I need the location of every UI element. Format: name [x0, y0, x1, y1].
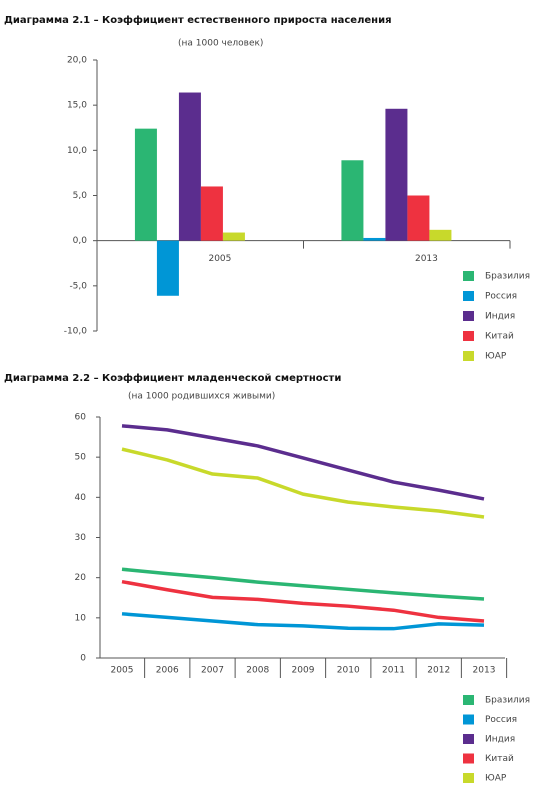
legend-label: ЮАР — [485, 352, 507, 362]
legend-label: Бразилия — [485, 696, 530, 706]
x-tick-label: 2011 — [382, 666, 405, 676]
y-tick-label: 30 — [75, 533, 87, 543]
bar — [222, 232, 245, 241]
legend-label: Индия — [485, 735, 515, 745]
x-tick-label: 2005 — [111, 666, 134, 676]
legend-label: Россия — [485, 292, 517, 302]
legend-swatch — [463, 773, 474, 783]
y-tick-label: 0 — [80, 654, 86, 664]
x-tick-label: 2009 — [292, 666, 315, 676]
bar — [178, 92, 201, 241]
legend-label: ЮАР — [485, 774, 507, 784]
bar — [429, 229, 452, 241]
bar — [363, 237, 386, 241]
bar — [341, 160, 364, 241]
line — [121, 424, 485, 501]
y-tick-label: 40 — [75, 493, 87, 503]
chart-title: Диаграмма 2.1 – Коэффициент естественног… — [4, 14, 392, 26]
x-tick-label: 2010 — [337, 666, 360, 676]
legend-swatch — [463, 331, 474, 341]
y-tick-label: 10 — [75, 613, 87, 623]
x-tick-label: 2006 — [156, 666, 179, 676]
bar — [385, 108, 408, 241]
legend-swatch — [463, 695, 474, 705]
line — [121, 567, 485, 601]
line — [121, 612, 485, 631]
legend-label: Индия — [485, 312, 515, 322]
y-tick-label: 15,0 — [67, 101, 87, 111]
y-tick-label: 0,0 — [73, 236, 88, 246]
bar — [156, 240, 179, 296]
bar — [134, 128, 157, 241]
x-tick-label: 2007 — [201, 666, 224, 676]
y-tick-label: -10,0 — [64, 327, 88, 337]
chart-subtitle: (на 1000 родившихся живыми) — [128, 392, 275, 402]
legend-label: Бразилия — [485, 272, 530, 282]
legend-swatch — [463, 753, 474, 764]
y-tick-label: 20 — [75, 573, 87, 583]
legend-swatch — [463, 271, 474, 281]
legend-label: Россия — [485, 715, 517, 725]
x-tick-label: 2008 — [246, 666, 269, 676]
x-tick-label: 2013 — [415, 254, 438, 264]
legend-swatch — [463, 351, 474, 361]
y-tick-label: -5,0 — [69, 281, 87, 291]
line — [121, 447, 485, 519]
x-tick-label: 2012 — [427, 666, 450, 676]
y-tick-label: 10,0 — [67, 146, 87, 156]
legend-swatch — [463, 291, 474, 301]
bar — [407, 195, 430, 241]
legend-label: Китай — [485, 754, 514, 764]
x-tick-label: 2013 — [473, 666, 496, 676]
y-tick-label: 20,0 — [67, 56, 87, 66]
y-tick-label: 5,0 — [73, 191, 88, 201]
chart-subtitle: (на 1000 человек) — [178, 39, 263, 49]
bar — [200, 186, 223, 241]
legend-swatch — [463, 734, 474, 744]
line — [121, 579, 485, 623]
y-tick-label: 60 — [75, 413, 87, 423]
legend-swatch — [463, 311, 474, 321]
y-tick-label: 50 — [75, 453, 87, 463]
legend-label: Китай — [485, 332, 514, 342]
chart-title: Диаграмма 2.2 – Коэффициент младенческой… — [4, 372, 341, 384]
legend-swatch — [463, 714, 474, 725]
x-tick-label: 2005 — [208, 254, 231, 264]
